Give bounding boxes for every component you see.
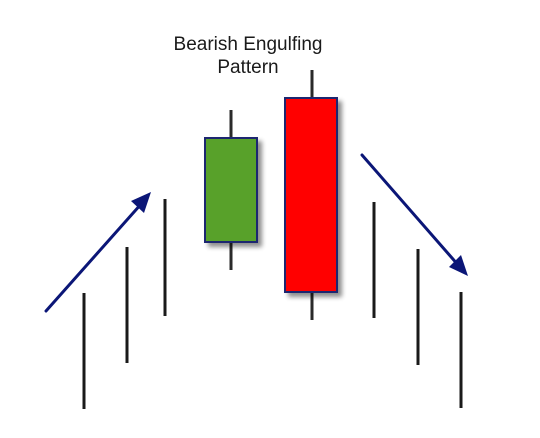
downtrend-context-bars xyxy=(372,202,463,408)
pattern-title-line-1: Bearish Engulfing xyxy=(174,34,323,55)
pattern-title-line-2: Pattern xyxy=(217,57,278,78)
bearish-engulfing-candle xyxy=(284,70,338,320)
bullish-candle-body xyxy=(204,137,258,243)
arrow-down-right-icon xyxy=(360,153,468,276)
arrow-up-right-icon xyxy=(44,192,151,313)
uptrend-context-bars xyxy=(82,199,167,409)
bearish-candle-body xyxy=(284,97,338,293)
bullish-candle xyxy=(204,110,258,270)
